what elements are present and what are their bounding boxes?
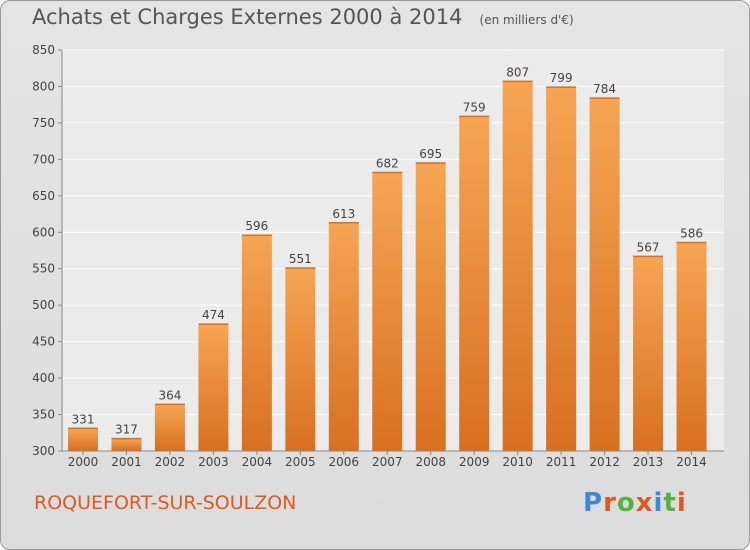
y-tick-label: 550 (32, 262, 55, 276)
value-label: 759 (463, 100, 486, 114)
value-label: 331 (72, 412, 95, 426)
value-label: 613 (332, 207, 355, 221)
y-tick-label: 350 (32, 408, 55, 422)
value-label: 474 (202, 308, 225, 322)
value-label: 784 (593, 82, 616, 96)
bar (546, 87, 577, 451)
x-tick-label: 2003 (198, 455, 229, 469)
y-tick-label: 700 (32, 152, 55, 166)
value-label: 596 (245, 219, 268, 233)
x-tick-label: 2009 (459, 455, 490, 469)
brand-letter: r (603, 488, 617, 518)
y-tick-label: 300 (32, 444, 55, 458)
bar (241, 235, 272, 451)
x-tick-label: 2005 (285, 455, 316, 469)
axis-layer: 300 350 400 450 500 550 600 650 700 750 800 850 2000… (32, 43, 724, 469)
brand-letter: t (663, 488, 677, 518)
x-tick-label: 2004 (242, 455, 273, 469)
value-label: 807 (506, 65, 529, 79)
y-tick-label: 500 (32, 298, 55, 312)
bar (154, 404, 185, 451)
bar (285, 267, 316, 451)
bar (589, 98, 620, 452)
x-tick-label: 2006 (329, 455, 360, 469)
x-tick-label: 2012 (589, 455, 620, 469)
commune-name: ROQUEFORT-SUR-SOULZON (34, 492, 297, 514)
y-tick-label: 800 (32, 79, 55, 93)
bar (415, 163, 446, 451)
bar-layer: 331 317 364 474 596 551 613 682 695 759 807 799 784 5… (68, 65, 707, 452)
value-label: 682 (376, 156, 399, 170)
value-label: 551 (289, 252, 312, 266)
value-label: 317 (115, 423, 138, 437)
value-label: 586 (680, 226, 703, 240)
bar (198, 324, 229, 451)
bar (459, 116, 490, 451)
x-tick-label: 2014 (676, 455, 707, 469)
x-tick-label: 2007 (372, 455, 403, 469)
brand-letter: i (653, 488, 664, 518)
x-tick-label: 2013 (633, 455, 664, 469)
bar (676, 242, 707, 451)
value-label: 695 (419, 147, 442, 161)
chart-title: Achats et Charges Externes 2000 à 2014 (… (32, 5, 574, 29)
bar (633, 256, 664, 451)
y-tick-label: 650 (32, 189, 55, 203)
brand-letter: x (635, 488, 654, 518)
x-tick-label: 2008 (415, 455, 446, 469)
x-tick-label: 2001 (111, 455, 142, 469)
x-tick-label: 2000 (68, 455, 99, 469)
y-tick-label: 600 (32, 225, 55, 239)
title-unit: (en milliers d'€) (479, 13, 574, 27)
brand-letter: P (583, 488, 604, 518)
y-tick-label: 450 (32, 335, 55, 349)
value-label: 364 (158, 388, 181, 402)
value-label: 799 (550, 71, 573, 85)
x-tick-label: 2002 (155, 455, 186, 469)
y-tick-label: 750 (32, 116, 55, 130)
brand-letter: i (676, 488, 687, 518)
brand-logo: Proxiti (583, 488, 687, 518)
bar (502, 81, 533, 452)
y-tick-label: 850 (32, 43, 55, 57)
x-tick-label: 2010 (502, 455, 533, 469)
bar (68, 428, 98, 451)
value-label: 567 (637, 240, 660, 254)
x-tick-label: 2011 (546, 455, 577, 469)
bar (372, 172, 403, 451)
bar (328, 222, 359, 451)
y-tick-label: 400 (32, 371, 55, 385)
title-main: Achats et Charges Externes 2000 à 2014 (32, 5, 463, 29)
brand-letter: o (616, 488, 636, 518)
bar (111, 438, 142, 451)
